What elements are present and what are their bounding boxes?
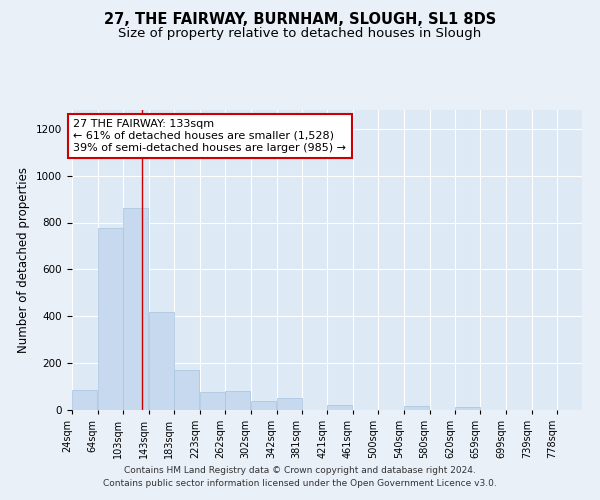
Bar	[123, 208, 148, 410]
Bar	[98, 228, 123, 410]
Bar	[251, 400, 276, 410]
Bar	[328, 406, 352, 410]
Text: Contains HM Land Registry data © Crown copyright and database right 2024.
Contai: Contains HM Land Registry data © Crown c…	[103, 466, 497, 487]
Bar	[149, 312, 173, 410]
Text: 27 THE FAIRWAY: 133sqm
← 61% of detached houses are smaller (1,528)
39% of semi-: 27 THE FAIRWAY: 133sqm ← 61% of detached…	[73, 120, 346, 152]
Bar	[200, 392, 225, 410]
Text: 27, THE FAIRWAY, BURNHAM, SLOUGH, SL1 8DS: 27, THE FAIRWAY, BURNHAM, SLOUGH, SL1 8D…	[104, 12, 496, 28]
Bar	[277, 398, 302, 410]
Text: Size of property relative to detached houses in Slough: Size of property relative to detached ho…	[118, 28, 482, 40]
Bar	[174, 370, 199, 410]
Bar	[72, 390, 97, 410]
Y-axis label: Number of detached properties: Number of detached properties	[17, 167, 31, 353]
Bar	[225, 391, 250, 410]
Bar	[404, 406, 429, 410]
Bar	[455, 407, 481, 410]
